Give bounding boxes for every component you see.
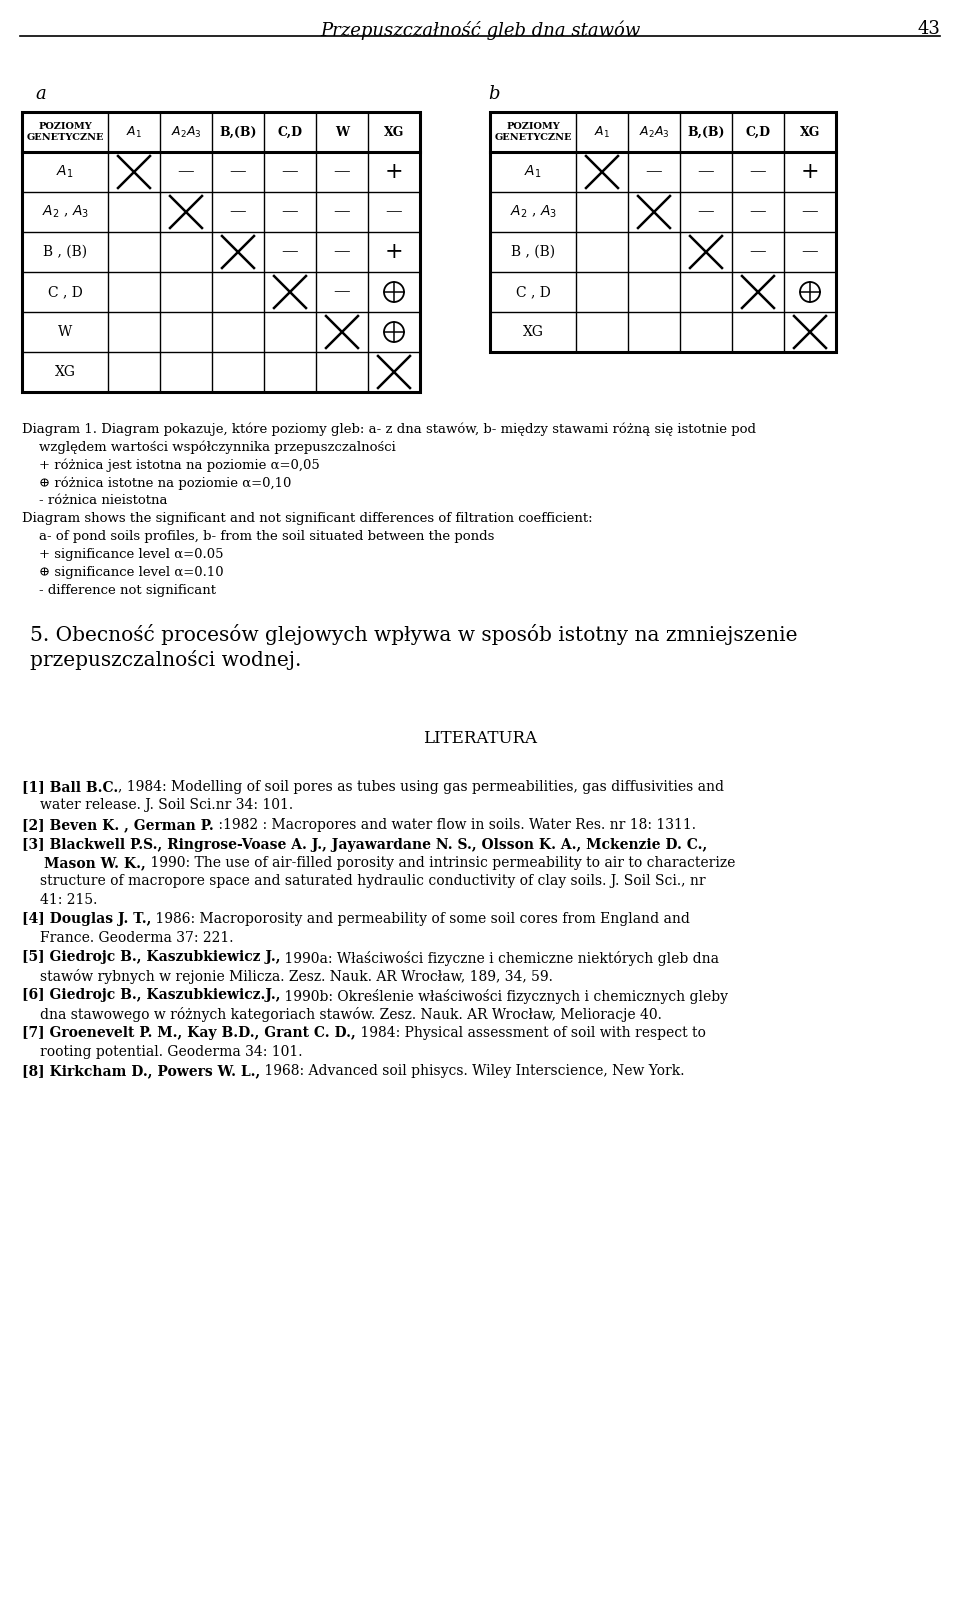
Text: —: — xyxy=(178,164,194,180)
Text: —: — xyxy=(229,164,247,180)
Text: $A_1$: $A_1$ xyxy=(57,164,74,180)
Text: - difference not significant: - difference not significant xyxy=(22,583,216,596)
Text: —: — xyxy=(750,164,766,180)
Text: $A_2$ , $A_3$: $A_2$ , $A_3$ xyxy=(510,204,557,220)
Text: Diagram shows the significant and not significant differences of filtration coef: Diagram shows the significant and not si… xyxy=(22,513,592,525)
Text: + różnica jest istotna na poziomie α=0,05: + różnica jest istotna na poziomie α=0,0… xyxy=(22,458,320,471)
Text: C,D: C,D xyxy=(277,125,302,138)
Text: France. Geoderma 37: 221.: France. Geoderma 37: 221. xyxy=(40,930,233,945)
Text: —: — xyxy=(334,244,350,260)
Text: [6] Giedrojc B., Kaszubkiewicz.J.,: [6] Giedrojc B., Kaszubkiewicz.J., xyxy=(22,988,280,1003)
Text: —: — xyxy=(334,283,350,301)
Text: a- of pond soils profiles, b- from the soil situated between the ponds: a- of pond soils profiles, b- from the s… xyxy=(22,530,494,543)
Text: XG: XG xyxy=(800,125,820,138)
Text: —: — xyxy=(698,164,714,180)
Text: —: — xyxy=(750,244,766,260)
Text: B,(B): B,(B) xyxy=(219,125,256,138)
Text: stawów rybnych w rejonie Milicza. Zesz. Nauk. AR Wrocław, 189, 34, 59.: stawów rybnych w rejonie Milicza. Zesz. … xyxy=(40,969,553,983)
Text: b: b xyxy=(488,85,499,103)
Text: - różnica nieistotna: - różnica nieistotna xyxy=(22,493,167,506)
Text: [4] Douglas J. T.,: [4] Douglas J. T., xyxy=(22,913,152,927)
Text: —: — xyxy=(334,164,350,180)
Text: W: W xyxy=(335,125,349,138)
Text: C , D: C , D xyxy=(516,284,550,299)
Text: —: — xyxy=(646,164,662,180)
Text: XG: XG xyxy=(55,365,76,379)
Text: LITERATURA: LITERATURA xyxy=(423,730,537,747)
Text: —: — xyxy=(229,204,247,220)
Bar xyxy=(490,112,836,352)
Text: C , D: C , D xyxy=(48,284,83,299)
Text: —: — xyxy=(698,204,714,220)
Text: 1990b: Określenie właściwości fizycznych i chemicznych gleby: 1990b: Określenie właściwości fizycznych… xyxy=(280,988,729,1003)
Text: B , (B): B , (B) xyxy=(43,244,87,259)
Text: 1990a: Właściwości fizyczne i chemiczne niektórych gleb dna: 1990a: Właściwości fizyczne i chemiczne … xyxy=(280,950,719,966)
Text: rooting potential. Geoderma 34: 101.: rooting potential. Geoderma 34: 101. xyxy=(40,1045,302,1059)
Text: $A_1$: $A_1$ xyxy=(594,124,610,140)
Text: +: + xyxy=(801,161,819,183)
Text: 1986: Macroporosity and permeability of some soil cores from England and: 1986: Macroporosity and permeability of … xyxy=(152,913,690,927)
Text: [7] Groenevelt P. M., Kay B.D., Grant C. D.,: [7] Groenevelt P. M., Kay B.D., Grant C.… xyxy=(22,1027,356,1040)
Text: B , (B): B , (B) xyxy=(511,244,555,259)
Text: Mason W. K.,: Mason W. K., xyxy=(44,857,146,869)
Bar xyxy=(22,112,420,392)
Text: $A_2A_3$: $A_2A_3$ xyxy=(638,124,669,140)
Text: [5] Giedrojc B., Kaszubkiewicz J.,: [5] Giedrojc B., Kaszubkiewicz J., xyxy=(22,950,280,964)
Text: XG: XG xyxy=(384,125,404,138)
Text: 43: 43 xyxy=(917,19,940,39)
Text: względem wartości współczynnika przepuszczalności: względem wartości współczynnika przepusz… xyxy=(22,440,396,453)
Text: 41: 215.: 41: 215. xyxy=(40,893,97,906)
Text: 1984: Physical assessment of soil with respect to: 1984: Physical assessment of soil with r… xyxy=(356,1027,706,1040)
Text: B,(B): B,(B) xyxy=(687,125,725,138)
Text: —: — xyxy=(281,204,299,220)
Text: przepuszczalności wodnej.: przepuszczalności wodnej. xyxy=(30,649,301,670)
Text: $A_1$: $A_1$ xyxy=(524,164,541,180)
Text: $A_2$ , $A_3$: $A_2$ , $A_3$ xyxy=(41,204,88,220)
Text: [8] Kirkcham D., Powers W. L.,: [8] Kirkcham D., Powers W. L., xyxy=(22,1064,260,1078)
Text: $A_1$: $A_1$ xyxy=(126,124,142,140)
Text: 1968: Advanced soil phisycs. Wiley Interscience, New York.: 1968: Advanced soil phisycs. Wiley Inter… xyxy=(260,1064,684,1078)
Text: XG: XG xyxy=(522,325,543,339)
Text: water release. J. Soil Sci.nr 34: 101.: water release. J. Soil Sci.nr 34: 101. xyxy=(40,799,293,813)
Text: a: a xyxy=(35,85,46,103)
Text: —: — xyxy=(386,204,402,220)
Text: —: — xyxy=(802,244,818,260)
Text: +: + xyxy=(385,161,403,183)
Text: :1982 : Macropores and water flow in soils. Water Res. nr 18: 1311.: :1982 : Macropores and water flow in soi… xyxy=(214,818,696,832)
Text: $A_2A_3$: $A_2A_3$ xyxy=(171,124,202,140)
Text: —: — xyxy=(281,164,299,180)
Text: W: W xyxy=(58,325,72,339)
Text: dna stawowego w różnych kategoriach stawów. Zesz. Nauk. AR Wrocław, Melioracje 4: dna stawowego w różnych kategoriach staw… xyxy=(40,1008,661,1022)
Text: POZIOMY
GENETYCZNE: POZIOMY GENETYCZNE xyxy=(26,122,104,141)
Text: Diagram 1. Diagram pokazuje, które poziomy gleb: a- z dna stawów, b- między staw: Diagram 1. Diagram pokazuje, które pozio… xyxy=(22,423,756,435)
Text: POZIOMY
GENETYCZNE: POZIOMY GENETYCZNE xyxy=(494,122,572,141)
Text: —: — xyxy=(281,244,299,260)
Text: —: — xyxy=(750,204,766,220)
Text: [3] Blackwell P.S., Ringrose-Voase A. J., Jayawardane N. S., Olsson K. A., Mcken: [3] Blackwell P.S., Ringrose-Voase A. J.… xyxy=(22,837,708,852)
Text: C,D: C,D xyxy=(746,125,771,138)
Text: [2] Beven K. , German P.: [2] Beven K. , German P. xyxy=(22,818,214,832)
Text: ⊕ różnica istotne na poziomie α=0,10: ⊕ różnica istotne na poziomie α=0,10 xyxy=(22,476,292,490)
Text: + significance level α=0.05: + significance level α=0.05 xyxy=(22,548,224,561)
Text: structure of macropore space and saturated hydraulic conductivity of clay soils.: structure of macropore space and saturat… xyxy=(40,874,706,889)
Text: [1] Ball B.C.: [1] Ball B.C. xyxy=(22,779,118,794)
Text: ⊕ significance level α=0.10: ⊕ significance level α=0.10 xyxy=(22,566,224,579)
Text: —: — xyxy=(334,204,350,220)
Text: +: + xyxy=(385,241,403,264)
Text: , 1984: Modelling of soil pores as tubes using gas permeabilities, gas diffusivi: , 1984: Modelling of soil pores as tubes… xyxy=(118,779,724,794)
Text: —: — xyxy=(802,204,818,220)
Text: 1990: The use of air-filled porosity and intrinsic permeability to air to charac: 1990: The use of air-filled porosity and… xyxy=(146,857,735,869)
Text: 5. Obecność procesów glejowych wpływa w sposób istotny na zmniejszenie: 5. Obecność procesów glejowych wpływa w … xyxy=(30,624,798,644)
Text: Przepuszczałność gleb dna stawów: Przepuszczałność gleb dna stawów xyxy=(320,19,640,40)
